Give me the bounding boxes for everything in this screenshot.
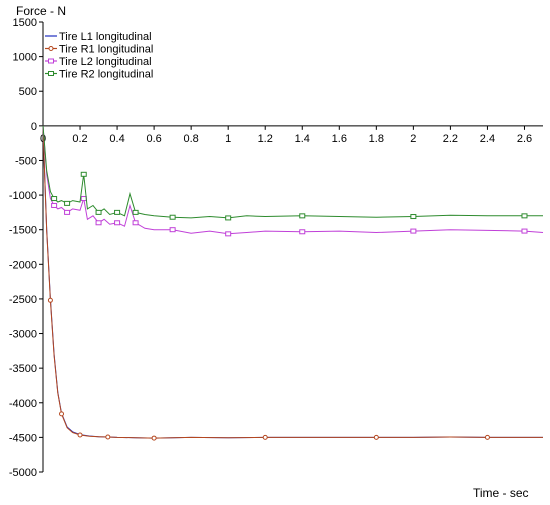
y-tick-label: 0 <box>31 121 37 133</box>
series-marker-2 <box>77 432 83 438</box>
x-tick-label: 0.4 <box>109 133 124 145</box>
legend-marker <box>48 58 54 64</box>
y-tick-label: -5000 <box>9 467 37 479</box>
series-marker-4 <box>299 213 306 219</box>
y-tick-label: -4500 <box>9 432 37 444</box>
series-marker-3 <box>169 227 176 233</box>
y-tick-label: -500 <box>15 155 37 167</box>
series-marker-2 <box>373 434 379 440</box>
y-axis-title: Force - N <box>16 4 66 18</box>
series-marker-4 <box>114 209 121 215</box>
legend-label: Tire L1 longitudinal <box>59 31 152 43</box>
y-tick-label: -3500 <box>9 363 37 375</box>
x-tick-label: 2.6 <box>517 133 532 145</box>
series-marker-2 <box>484 434 490 440</box>
x-tick-label: 0.2 <box>72 133 87 145</box>
series-marker-4 <box>225 215 232 221</box>
x-tick-label: 1.4 <box>295 133 310 145</box>
x-tick-label: 1 <box>225 133 231 145</box>
series-marker-3 <box>521 228 528 234</box>
series-marker-2 <box>151 435 157 441</box>
x-tick-label: 1.2 <box>258 133 273 145</box>
series-marker-3 <box>64 209 71 215</box>
series-marker-2 <box>105 434 111 440</box>
y-tick-label: 1500 <box>13 17 37 29</box>
series-marker-3 <box>299 229 306 235</box>
series-marker-4 <box>64 200 71 206</box>
x-tick-label: 0.6 <box>146 133 161 145</box>
series-line-2 <box>42 125 543 439</box>
series-marker-2 <box>59 411 65 417</box>
y-tick-label: -1000 <box>9 190 37 202</box>
x-tick-label: 2.4 <box>480 133 495 145</box>
y-tick-label: -1500 <box>9 225 37 237</box>
x-axis-title: Time - sec <box>473 486 529 500</box>
y-tick-label: -4000 <box>9 398 37 410</box>
y-tick-label: 1000 <box>13 52 37 64</box>
x-tick-label: 2.2 <box>443 133 458 145</box>
series-line-1 <box>42 125 543 439</box>
legend-marker <box>48 46 54 51</box>
series-marker-3 <box>114 220 121 226</box>
legend-label: Tire L2 longitudinal <box>59 56 152 68</box>
series-marker-4 <box>51 196 58 202</box>
legend-label: Tire R1 longitudinal <box>59 44 153 56</box>
series-marker-2 <box>47 297 53 303</box>
y-tick-label: -2500 <box>9 294 37 306</box>
y-tick-label: -2000 <box>9 259 37 271</box>
x-tick-label: 2 <box>410 133 416 145</box>
series-marker-4 <box>410 214 417 220</box>
series-marker-3 <box>80 196 87 202</box>
y-tick-label: -3000 <box>9 329 37 341</box>
series-marker-4 <box>132 209 139 215</box>
legend-label: Tire R2 longitudinal <box>59 69 153 81</box>
series-marker-4 <box>521 213 528 219</box>
x-tick-label: 1.6 <box>332 133 347 145</box>
series-marker-3 <box>95 220 102 226</box>
series-marker-4 <box>80 171 87 177</box>
y-tick-label: 500 <box>19 86 37 98</box>
series-marker-3 <box>51 202 58 208</box>
x-tick-label: 1.8 <box>369 133 384 145</box>
series-marker-4 <box>169 214 176 220</box>
legend-marker <box>48 71 54 76</box>
series-marker-3 <box>132 220 139 226</box>
x-tick-label: 0.8 <box>183 133 198 145</box>
series-group <box>42 125 544 441</box>
series-marker-2 <box>262 434 268 440</box>
series-marker-3 <box>225 231 232 237</box>
series-marker-3 <box>410 228 417 234</box>
series-marker-4 <box>95 209 102 215</box>
